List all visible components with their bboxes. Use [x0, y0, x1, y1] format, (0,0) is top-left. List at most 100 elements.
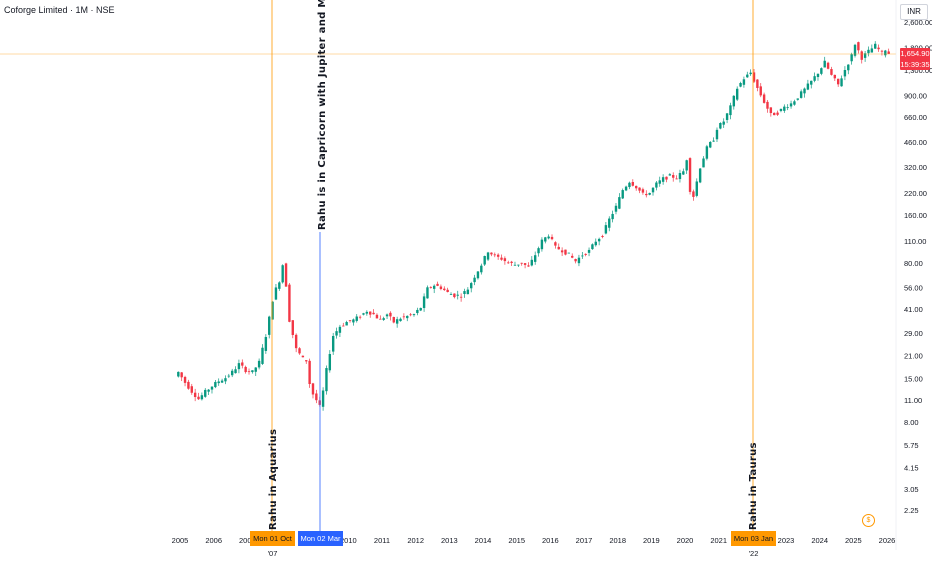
candle-body	[836, 78, 840, 85]
y-tick-label: 4.15	[904, 464, 919, 473]
candle-body	[863, 53, 867, 58]
candle-body	[537, 248, 540, 254]
candle-body	[503, 258, 507, 262]
candle-body	[860, 51, 863, 60]
currency-button[interactable]: INR	[900, 4, 928, 20]
candle-body	[567, 252, 571, 254]
candle-body	[631, 181, 635, 186]
price-axis: 2,600.00 1,800.00 1,300.00 900.00 660.00 460.…	[895, 0, 932, 550]
candle-body	[786, 107, 789, 109]
candle-body	[853, 44, 857, 56]
candle-body	[668, 174, 672, 176]
candle-body	[661, 177, 665, 182]
candle-body	[298, 348, 301, 354]
candle-body	[810, 80, 813, 85]
candle-body	[729, 105, 732, 116]
candle-body	[608, 218, 611, 228]
candle-body	[651, 187, 655, 193]
candle-body	[830, 69, 833, 75]
candle-body	[557, 246, 560, 250]
candle-body	[739, 82, 742, 87]
candle-body	[833, 74, 837, 79]
x-tick-label: 2014	[475, 536, 492, 545]
candle-body	[678, 173, 682, 180]
candle-body	[200, 395, 204, 400]
candle-body	[311, 383, 315, 395]
candle-body	[527, 265, 530, 267]
x-tick-label: 2020	[677, 536, 694, 545]
x-tick-label: 2005	[172, 536, 189, 545]
candle-body	[793, 101, 796, 105]
candle-body	[544, 237, 547, 242]
candle-body	[214, 381, 217, 388]
candle-body	[247, 371, 251, 373]
candle-body	[446, 289, 449, 293]
candle-body	[513, 264, 517, 266]
candle-body	[571, 255, 574, 258]
candle-body	[826, 62, 830, 69]
candle-body	[369, 311, 372, 315]
candle-body	[338, 326, 342, 333]
candle-body	[268, 316, 271, 335]
candle-body	[722, 121, 725, 125]
candle-body	[688, 158, 692, 192]
candle-body	[422, 296, 426, 308]
candle-body	[335, 331, 338, 336]
candle-body	[412, 314, 416, 316]
candle-body	[301, 355, 305, 358]
candle-body	[540, 239, 544, 250]
candle-body	[796, 98, 799, 100]
candle-body	[547, 236, 550, 239]
y-tick-label: 320.00	[904, 163, 927, 172]
event-lines	[271, 0, 754, 531]
annotation-rahu-capricorn[interactable]: Rahu is in Capricorn with Jupiter and Ma…	[317, 0, 328, 230]
candle-body	[749, 72, 752, 75]
candle-body	[601, 236, 604, 237]
candle-body	[483, 256, 486, 265]
candle-body	[779, 108, 783, 111]
date-label-jan-22: Mon 03 Jan '22	[731, 531, 776, 558]
candle-body	[220, 380, 224, 383]
candle-body	[709, 141, 712, 148]
dollar-icon[interactable]: $	[862, 514, 875, 527]
annotation-rahu-taurus[interactable]: Rahu in Taurus	[748, 442, 759, 530]
x-tick-label: 2026	[879, 536, 896, 545]
candle-body	[847, 64, 850, 71]
y-tick-label: 110.00	[904, 237, 926, 246]
candle-body	[867, 49, 870, 54]
candle-body	[523, 263, 527, 265]
candle-body	[207, 389, 210, 392]
candle-body	[638, 187, 641, 191]
candle-body	[732, 95, 736, 107]
candle-body	[766, 101, 769, 109]
candle-body	[530, 259, 534, 266]
candle-body	[288, 284, 291, 322]
candle-body	[308, 360, 311, 385]
candle-body	[365, 311, 369, 314]
candle-body	[752, 72, 756, 82]
candle-body	[550, 236, 554, 240]
candle-body	[789, 103, 793, 107]
annotation-rahu-aquarius[interactable]: Rahu in Aquarius	[268, 428, 279, 530]
candle-body	[874, 43, 877, 49]
candle-body	[476, 271, 480, 279]
candle-body	[305, 360, 308, 362]
candle-body	[439, 286, 443, 290]
x-tick-label: 2024	[811, 536, 828, 545]
candle-body	[230, 370, 234, 376]
x-tick-label: 2018	[609, 536, 626, 545]
candle-body	[762, 94, 766, 103]
y-tick-label: 660.00	[904, 113, 927, 122]
candle-body	[870, 48, 874, 53]
candle-body	[705, 146, 709, 159]
candle-body	[490, 252, 493, 255]
candle-body	[187, 381, 190, 389]
candle-body	[641, 189, 645, 193]
candle-body	[611, 213, 614, 220]
candle-body	[379, 318, 382, 320]
candle-body	[574, 258, 577, 262]
x-tick-label: 2006	[205, 536, 222, 545]
y-tick-label: 3.05	[904, 485, 919, 494]
candle-body	[500, 257, 503, 260]
